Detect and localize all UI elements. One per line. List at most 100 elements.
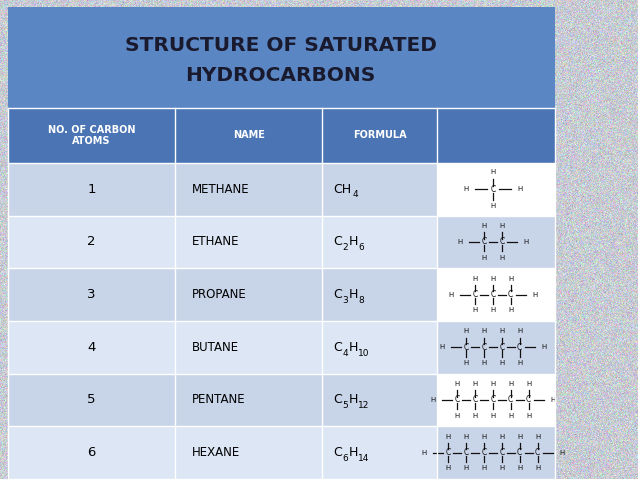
Text: 3: 3 [87,288,96,301]
Text: C: C [454,396,460,404]
Text: 6: 6 [358,243,364,252]
FancyBboxPatch shape [175,374,322,426]
FancyBboxPatch shape [8,216,175,268]
FancyBboxPatch shape [437,216,555,268]
Text: PENTANE: PENTANE [191,393,245,407]
Text: H: H [490,170,496,175]
Text: HEXANE: HEXANE [191,446,240,459]
Text: C: C [481,238,487,246]
FancyBboxPatch shape [175,163,322,216]
FancyBboxPatch shape [437,163,555,216]
Text: H: H [472,381,478,387]
Text: H: H [349,235,359,249]
FancyBboxPatch shape [322,108,437,163]
FancyBboxPatch shape [437,108,555,163]
Text: C: C [472,290,478,299]
Text: H: H [490,413,496,419]
Text: H: H [535,466,540,471]
FancyBboxPatch shape [437,321,555,374]
Text: H: H [463,186,469,192]
Text: 8: 8 [358,296,364,305]
Text: 4: 4 [343,349,348,357]
Text: 12: 12 [358,401,369,410]
Text: H: H [508,308,514,313]
Text: H: H [490,308,496,313]
FancyBboxPatch shape [8,321,175,374]
Text: H: H [517,186,523,192]
Text: H: H [481,329,487,334]
Text: 3: 3 [343,296,348,305]
Text: H: H [526,413,531,419]
Text: H: H [463,329,469,334]
Text: C: C [508,290,514,299]
FancyBboxPatch shape [8,7,555,108]
Text: C: C [490,396,496,404]
Text: H: H [349,393,359,407]
Text: 10: 10 [358,349,369,357]
FancyBboxPatch shape [322,163,437,216]
FancyBboxPatch shape [8,374,175,426]
Text: FORMULA: FORMULA [353,130,406,140]
FancyBboxPatch shape [322,216,437,268]
FancyBboxPatch shape [437,268,555,321]
Text: HYDROCARBONS: HYDROCARBONS [186,66,376,85]
Text: C: C [472,396,478,404]
Text: H: H [508,413,514,419]
Text: H: H [440,344,445,350]
FancyBboxPatch shape [175,426,322,479]
Text: 2: 2 [87,235,96,249]
FancyBboxPatch shape [8,108,175,163]
Text: C: C [490,290,496,299]
Text: H: H [457,239,463,245]
Text: 1: 1 [87,182,96,196]
Text: C: C [499,448,505,457]
FancyBboxPatch shape [175,216,322,268]
Text: H: H [481,434,487,440]
Text: H: H [550,397,555,403]
FancyBboxPatch shape [8,426,175,479]
Text: METHANE: METHANE [191,182,249,196]
Text: C: C [334,235,343,249]
Text: H: H [463,466,469,471]
Text: H: H [490,381,496,387]
Text: H: H [499,223,505,229]
Text: C: C [499,238,505,246]
Text: C: C [508,396,514,404]
Text: C: C [526,396,531,404]
Text: H: H [499,466,505,471]
Text: C: C [490,185,496,194]
Text: 5: 5 [87,393,96,407]
Text: C: C [481,448,487,457]
Text: H: H [517,434,523,440]
Text: H: H [431,397,436,403]
Text: H: H [535,434,540,440]
Text: H: H [517,466,523,471]
Text: 2: 2 [343,243,348,252]
Text: H: H [481,223,487,229]
Text: H: H [481,360,487,366]
Text: PROPANE: PROPANE [191,288,246,301]
Text: 6: 6 [87,446,96,459]
Text: H: H [481,255,487,261]
Text: H: H [472,276,478,282]
Text: H: H [349,341,359,354]
Text: H: H [454,381,460,387]
Text: H: H [472,308,478,313]
Text: H: H [508,276,514,282]
Text: C: C [517,343,523,352]
Text: BUTANE: BUTANE [191,341,239,354]
Text: C: C [334,341,343,354]
Text: C: C [517,448,523,457]
Text: H: H [499,360,505,366]
Text: CH: CH [334,182,352,196]
Text: H: H [445,434,451,440]
Text: H: H [517,329,523,334]
FancyBboxPatch shape [175,321,322,374]
Text: ETHANE: ETHANE [191,235,239,249]
FancyBboxPatch shape [175,268,322,321]
Text: C: C [445,448,451,457]
Text: 6: 6 [343,454,348,463]
Text: H: H [517,360,523,366]
Text: H: H [449,292,454,297]
Text: H: H [463,360,469,366]
